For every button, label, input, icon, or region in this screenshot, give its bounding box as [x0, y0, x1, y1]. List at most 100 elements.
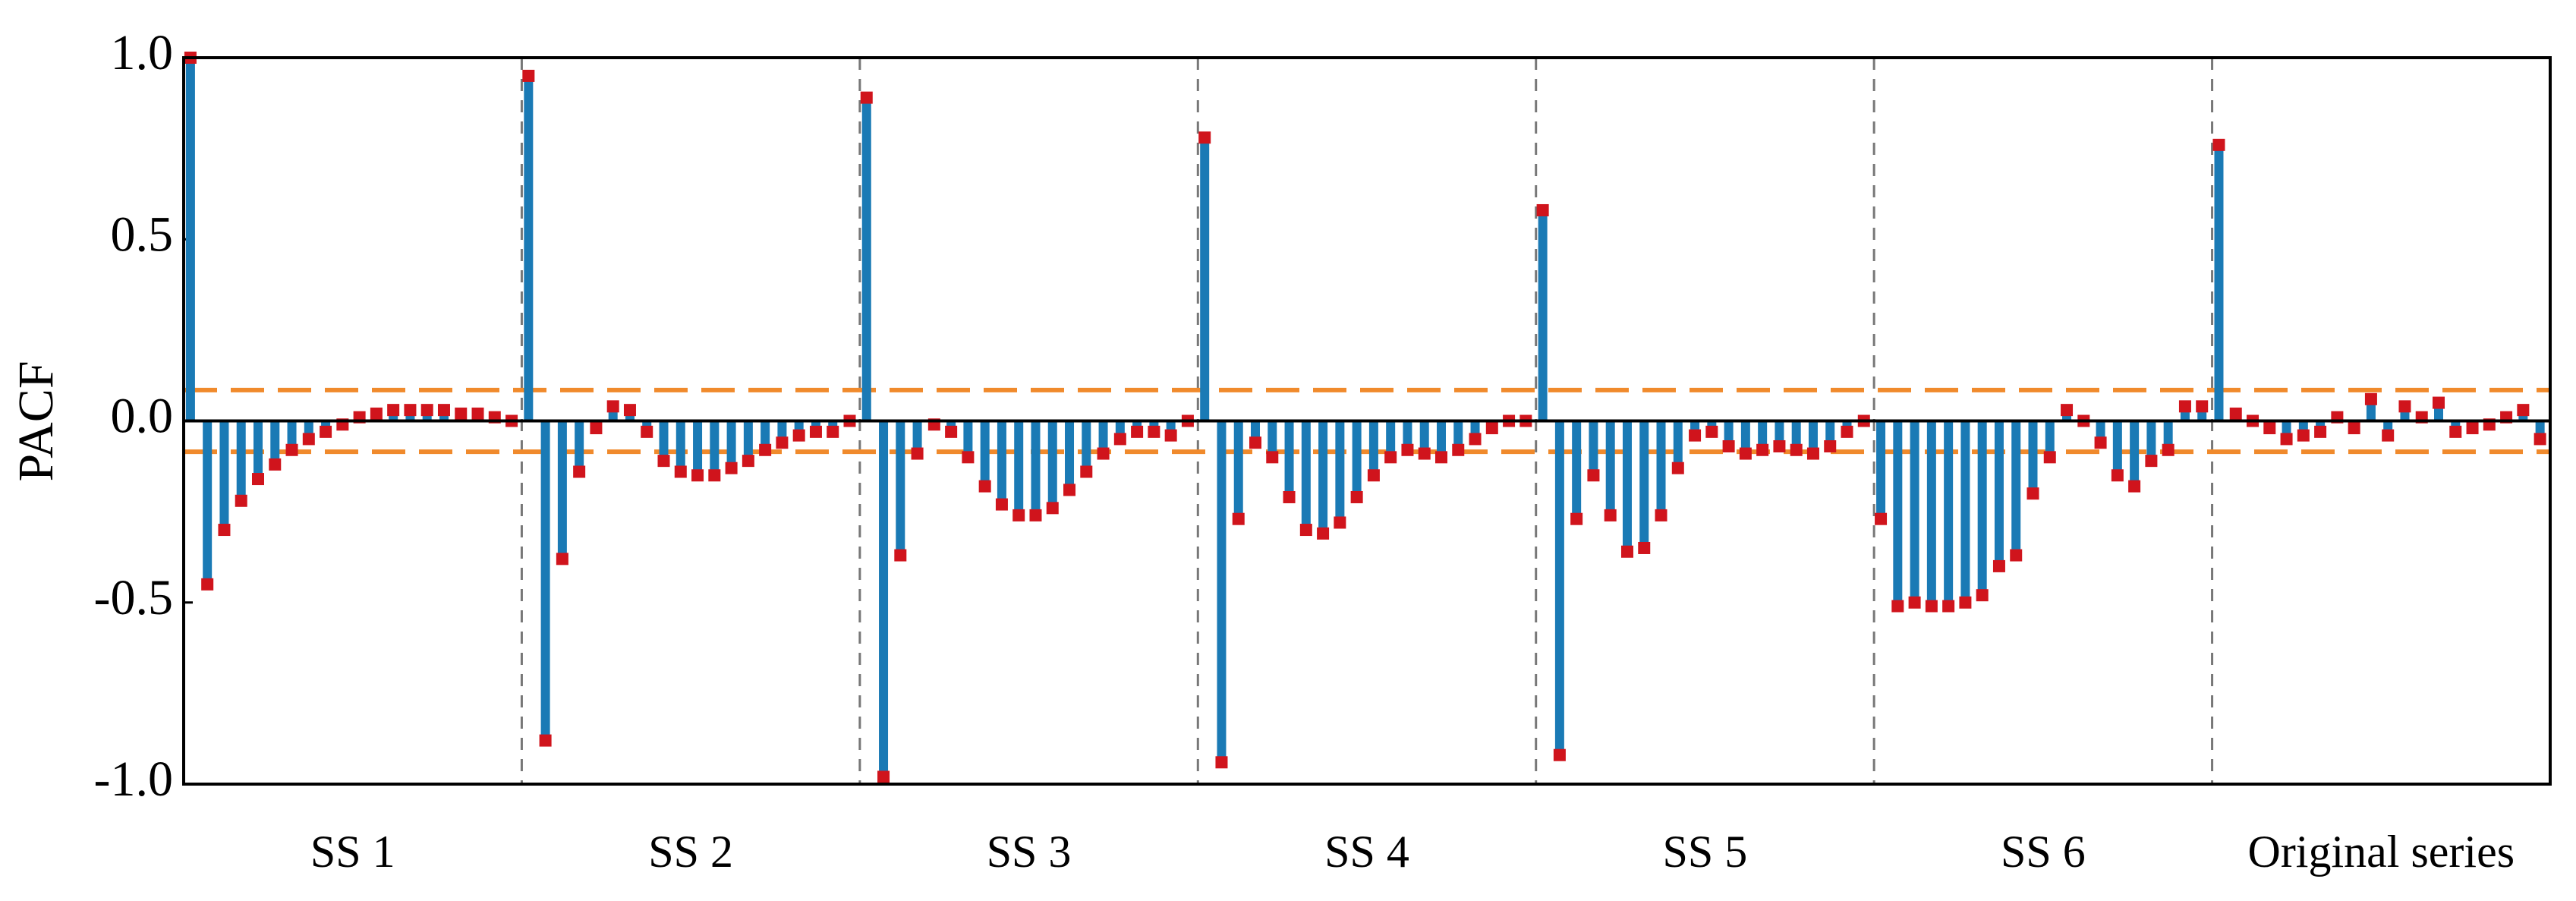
bar — [761, 421, 770, 450]
bar-marker — [776, 436, 789, 449]
bar-marker — [2196, 400, 2209, 413]
bar-marker — [2466, 422, 2479, 435]
bar — [1554, 421, 1564, 755]
plot-frame — [182, 56, 2552, 786]
bar-marker — [2398, 400, 2411, 413]
bar — [1284, 421, 1294, 497]
bar-marker — [759, 443, 772, 456]
bar-marker — [1164, 429, 1177, 442]
bar-marker — [404, 404, 417, 417]
bar-marker — [894, 549, 907, 562]
bar — [1808, 421, 1818, 454]
bar-marker — [320, 425, 332, 438]
bar-marker — [302, 433, 315, 446]
bar — [1673, 421, 1683, 468]
bar — [1589, 421, 1598, 476]
bar-marker — [2212, 138, 2225, 151]
bar-marker — [1046, 502, 1059, 515]
bar-marker — [1891, 600, 1904, 613]
bar-marker — [2145, 455, 2158, 468]
bar-marker — [1992, 559, 2005, 572]
bar-marker — [1367, 469, 1380, 482]
bar — [1352, 421, 1362, 497]
bar-marker — [2382, 429, 2395, 442]
bar — [963, 421, 973, 458]
bar-marker — [1029, 509, 1042, 521]
bar — [2130, 421, 2140, 487]
bar-marker — [455, 407, 468, 420]
bar — [1605, 421, 1615, 515]
bar-marker — [1131, 425, 1144, 438]
bar-marker — [1334, 516, 1346, 529]
bar-marker — [2364, 392, 2377, 405]
panel-label: SS 1 — [310, 827, 395, 877]
bar — [524, 75, 534, 421]
bar — [710, 421, 720, 476]
bar-marker — [420, 404, 433, 417]
bar-marker — [691, 469, 704, 482]
bar — [1031, 421, 1041, 515]
bar-marker — [623, 404, 636, 417]
bar-marker — [725, 462, 738, 474]
bar — [185, 58, 195, 421]
bar-marker — [1418, 447, 1431, 460]
bar — [1876, 421, 1886, 519]
bar-marker — [978, 480, 991, 493]
bar-marker — [1959, 596, 1972, 609]
bar — [1200, 137, 1210, 421]
bar-marker — [1113, 433, 1126, 446]
bar — [1724, 421, 1734, 446]
bar-marker — [1350, 490, 1363, 503]
bar — [1082, 421, 1091, 472]
bar-marker — [539, 734, 552, 747]
bar — [236, 421, 246, 501]
bar — [1960, 421, 1970, 603]
bar-marker — [2010, 549, 2023, 562]
bar — [1419, 421, 1429, 454]
bar-marker — [1570, 512, 1583, 525]
bar — [743, 421, 753, 462]
bar-marker — [1215, 756, 1228, 769]
bar-marker — [1773, 439, 1786, 452]
bar-marker — [2348, 422, 2360, 435]
bar — [1944, 421, 1954, 606]
bar — [1335, 421, 1345, 523]
bar — [1014, 421, 1024, 515]
bar-marker — [1655, 509, 1667, 521]
y-tick-label: 1.0 — [111, 25, 174, 80]
bar-marker — [2061, 404, 2074, 417]
bar-marker — [1790, 443, 1803, 456]
bar — [1775, 421, 1784, 446]
bar — [980, 421, 990, 487]
bar-marker — [1012, 509, 1025, 521]
bar — [1098, 421, 1108, 454]
bar-marker — [1671, 462, 1684, 474]
bar-marker — [2162, 443, 2174, 456]
bar — [1233, 421, 1243, 519]
bar-marker — [370, 407, 383, 420]
bar-marker — [2280, 433, 2293, 446]
bar — [1436, 421, 1446, 458]
bar-marker — [792, 429, 805, 442]
bar-marker — [708, 469, 721, 482]
y-axis-label: PACF — [8, 361, 64, 481]
bar — [879, 421, 889, 777]
bar-marker — [1908, 596, 1921, 609]
bar-marker — [201, 578, 214, 591]
bar-marker — [911, 447, 924, 460]
bar-marker — [1232, 512, 1245, 525]
bar — [1977, 421, 1987, 596]
bar — [1639, 421, 1649, 548]
bar-marker — [1266, 451, 1279, 464]
bar-marker — [1976, 589, 1989, 602]
bar — [1758, 421, 1768, 450]
bar — [1268, 421, 1277, 458]
bar — [1994, 421, 2004, 566]
bar — [2045, 421, 2055, 458]
bar — [219, 421, 229, 531]
bar-marker — [2517, 404, 2530, 417]
panel-label: SS 2 — [648, 827, 733, 877]
bar-marker — [1384, 451, 1397, 464]
bar — [2028, 421, 2038, 494]
bar — [557, 421, 567, 559]
